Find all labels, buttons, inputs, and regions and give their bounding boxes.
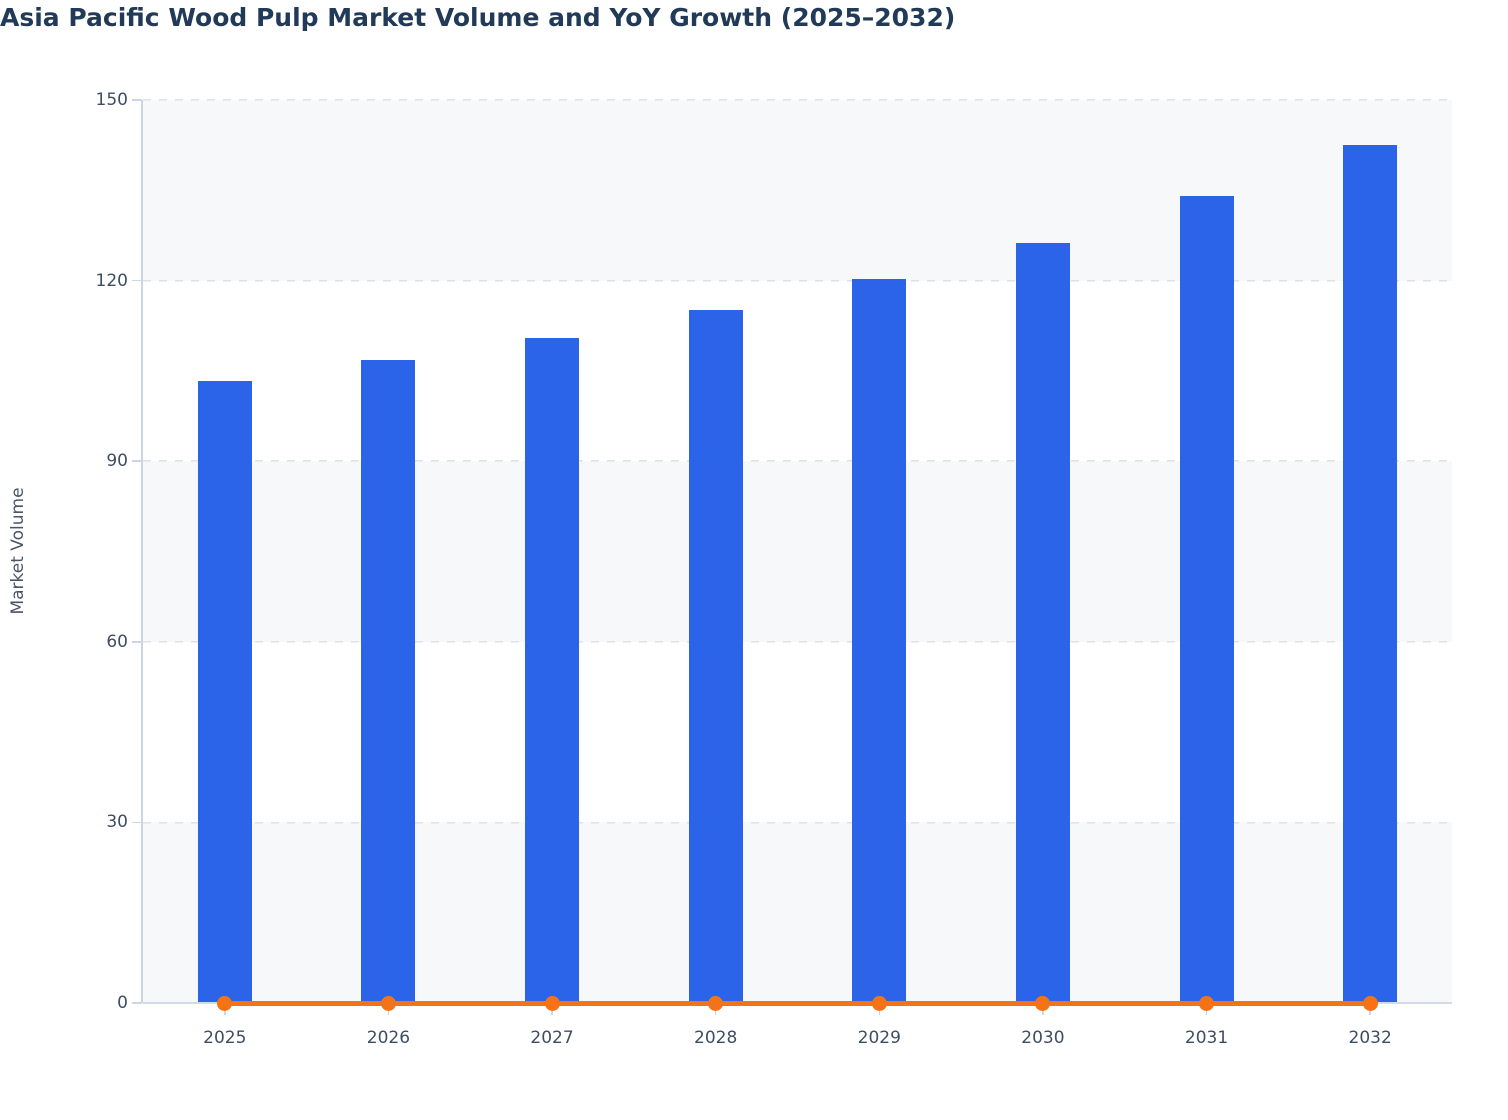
bar-2031[interactable] bbox=[1179, 195, 1234, 1003]
y-tick-label-30: 30 bbox=[106, 812, 128, 833]
yoy-growth-point-2030[interactable] bbox=[1035, 995, 1051, 1011]
plot-band bbox=[143, 100, 1452, 281]
bar-2032[interactable] bbox=[1343, 144, 1398, 1003]
yoy-growth-line[interactable] bbox=[224, 1000, 1371, 1006]
plot-band bbox=[143, 280, 1452, 462]
x-tick-label-2030: 2030 bbox=[1021, 1028, 1065, 1048]
yoy-growth-point-2029[interactable] bbox=[871, 995, 887, 1011]
y-tick-label-120: 120 bbox=[95, 270, 128, 291]
y-tick-mark-150 bbox=[132, 99, 142, 101]
y-tick-label-60: 60 bbox=[106, 631, 128, 652]
y-axis-title-wrap: Market Volume bbox=[8, 487, 28, 614]
x-tick-label-2031: 2031 bbox=[1184, 1028, 1229, 1048]
x-tick-label-2027: 2027 bbox=[530, 1028, 574, 1048]
bar-2028[interactable] bbox=[688, 310, 743, 1003]
yoy-growth-point-2027[interactable] bbox=[544, 995, 560, 1011]
y-tick-mark-120 bbox=[132, 279, 142, 282]
gridline-y-150 bbox=[143, 99, 1452, 102]
yoy-growth-point-2026[interactable] bbox=[380, 995, 396, 1011]
gridline-y-120 bbox=[143, 279, 1452, 282]
y-axis-line bbox=[141, 100, 143, 1003]
y-tick-mark-0 bbox=[132, 1002, 142, 1004]
bar-2030[interactable] bbox=[1015, 242, 1070, 1003]
plot-area bbox=[141, 99, 1452, 1011]
y-tick-label-150: 150 bbox=[95, 90, 128, 110]
bar-2025[interactable] bbox=[197, 381, 252, 1003]
x-tick-label-2028: 2028 bbox=[694, 1028, 738, 1048]
yoy-growth-point-2025[interactable] bbox=[217, 995, 233, 1011]
y-tick-mark-30 bbox=[132, 821, 142, 824]
bar-2029[interactable] bbox=[852, 278, 907, 1003]
plot-band bbox=[143, 641, 1452, 823]
bar-2026[interactable] bbox=[361, 360, 416, 1003]
y-tick-label-90: 90 bbox=[106, 451, 128, 472]
gridline-y-90 bbox=[143, 460, 1452, 463]
x-tick-label-2026: 2026 bbox=[366, 1028, 411, 1048]
gridline-y-30 bbox=[143, 821, 1452, 824]
bar-2027[interactable] bbox=[525, 337, 580, 1003]
gridline-y-60 bbox=[143, 641, 1452, 644]
chart-title: Asia Pacific Wood Pulp Market Volume and… bbox=[0, 3, 956, 32]
x-tick-label-2025: 2025 bbox=[203, 1028, 247, 1048]
x-tick-label-2029: 2029 bbox=[857, 1028, 901, 1048]
y-axis-title: Market Volume bbox=[8, 487, 28, 615]
yoy-growth-point-2032[interactable] bbox=[1362, 995, 1378, 1011]
y-tick-mark-60 bbox=[132, 641, 142, 643]
y-tick-label-0: 0 bbox=[117, 993, 128, 1013]
plot-band bbox=[143, 461, 1452, 642]
yoy-growth-point-2031[interactable] bbox=[1199, 995, 1215, 1011]
x-tick-label-2032: 2032 bbox=[1348, 1028, 1392, 1048]
plot-band bbox=[143, 822, 1452, 1003]
yoy-growth-point-2028[interactable] bbox=[708, 995, 724, 1011]
y-tick-mark-90 bbox=[132, 460, 142, 462]
